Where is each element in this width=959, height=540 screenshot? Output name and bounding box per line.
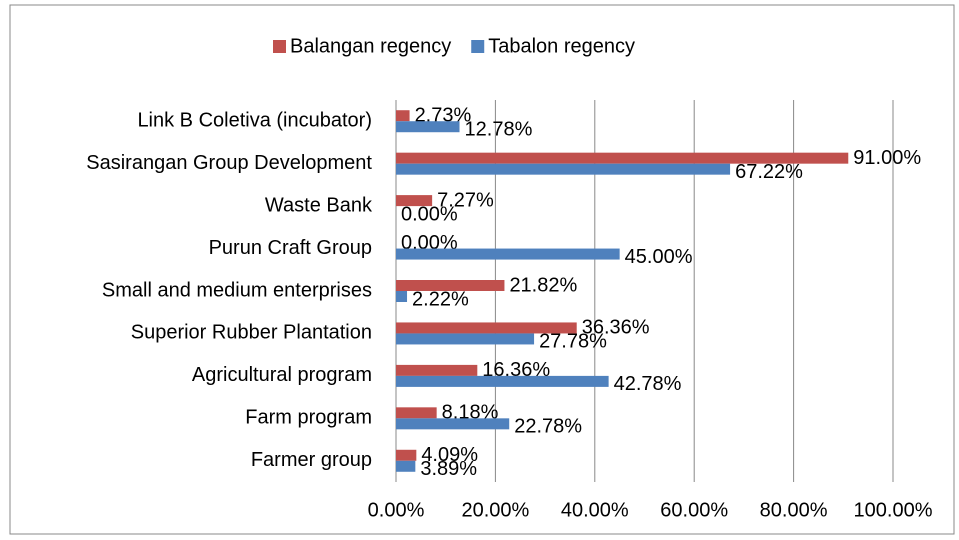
bar (396, 375, 609, 387)
data-label: 12.78% (465, 119, 533, 141)
x-tick-label: 60.00% (660, 499, 728, 521)
x-tick-label: 80.00% (760, 499, 828, 521)
bar (396, 280, 505, 291)
data-label: 3.89% (420, 458, 477, 480)
data-label: 8.18% (442, 402, 499, 424)
chart-border (9, 4, 955, 535)
y-tick-label: Waste Bank (265, 194, 373, 216)
data-label: 45.00% (625, 246, 693, 268)
bar (396, 152, 849, 164)
bar (396, 333, 535, 345)
y-tick-label: Link B Coletiva (incubator) (137, 110, 372, 132)
y-tick-label: Farm program (245, 407, 372, 429)
data-label: 27.78% (539, 331, 607, 353)
legend-swatch (471, 40, 485, 53)
data-label: 16.36% (482, 359, 550, 381)
legend-label: Tabalon regency (488, 35, 635, 57)
legend-swatch (273, 40, 286, 53)
data-label: 0.00% (401, 203, 458, 225)
y-tick-label: Small and medium enterprises (102, 279, 372, 301)
data-label: 2.22% (412, 288, 469, 310)
data-label: 22.78% (514, 416, 582, 438)
data-label: 91.00% (853, 147, 921, 169)
bar (396, 248, 620, 260)
legend-label: Balangan regency (290, 35, 451, 57)
data-label: 67.22% (735, 161, 803, 183)
y-tick-label: Agricultural program (192, 364, 372, 386)
bar (396, 163, 731, 175)
bar (396, 322, 577, 334)
bar (396, 291, 408, 302)
bar (396, 195, 433, 207)
data-label: 7.27% (437, 189, 494, 211)
data-label: 0.00% (401, 232, 458, 254)
x-tick-label: 0.00% (368, 499, 425, 521)
bar (396, 110, 410, 122)
bar (396, 121, 460, 133)
bar (396, 460, 416, 472)
y-tick-label: Farmer group (251, 449, 372, 471)
data-label: 2.73% (415, 105, 472, 127)
x-tick-label: 40.00% (561, 499, 629, 521)
x-tick-label: 100.00% (854, 499, 933, 521)
bar (396, 407, 437, 419)
bar (396, 364, 478, 376)
bar (396, 449, 417, 461)
data-label: 21.82% (509, 274, 577, 296)
data-label: 42.78% (614, 373, 682, 395)
data-label: 4.09% (421, 444, 478, 466)
y-tick-label: Superior Rubber Plantation (131, 322, 372, 344)
x-tick-label: 20.00% (461, 499, 529, 521)
data-label: 36.36% (582, 317, 650, 339)
y-tick-label: Sasirangan Group Development (86, 152, 372, 174)
bar (396, 418, 510, 430)
y-tick-label: Purun Craft Group (209, 237, 372, 259)
